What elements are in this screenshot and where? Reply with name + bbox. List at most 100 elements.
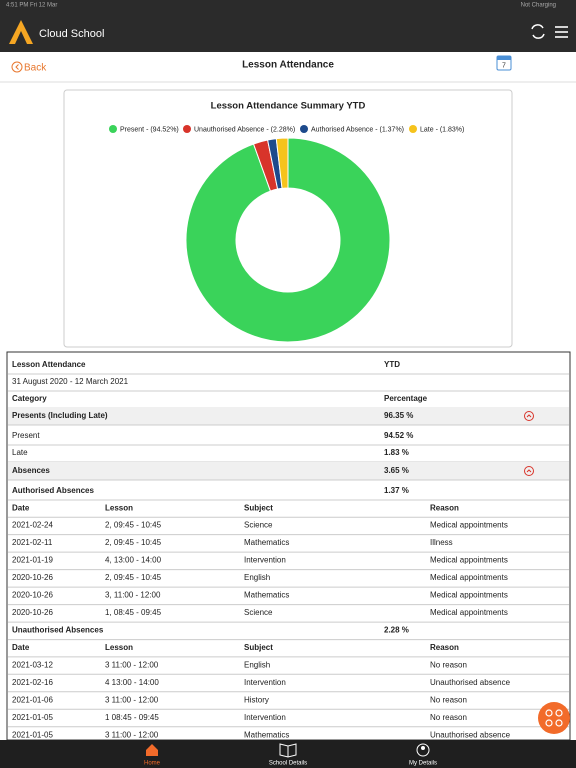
table-cell: Medical appointments — [430, 521, 508, 530]
table-cell: Lesson — [105, 503, 133, 512]
table-cell: Unauthorised absence — [430, 730, 511, 739]
table-cell: Late — [12, 448, 28, 457]
table-cell: Presents (Including Late) — [12, 411, 108, 420]
table-cell: 2, 09:45 - 10:45 — [105, 573, 162, 582]
table-cell: 2020-10-26 — [12, 608, 53, 617]
table-cell: 2020-10-26 — [12, 573, 53, 582]
table-cell: 2021-01-19 — [12, 556, 53, 565]
table-cell: No reason — [430, 713, 467, 722]
table-cell: Lesson — [105, 643, 133, 652]
table-cell: 2021-02-24 — [12, 521, 53, 530]
table-cell: Percentage — [384, 394, 428, 403]
legend-label: Late - (1.83%) — [420, 126, 464, 133]
collapse-chevron — [526, 469, 532, 473]
tab-label[interactable]: My Details — [409, 761, 437, 767]
legend-label: Unauthorised Absence - (2.28%) — [194, 126, 295, 133]
chart-title: Lesson Attendance Summary YTD — [211, 101, 366, 112]
table-cell: 3.65 % — [384, 466, 409, 475]
table-cell: 3 11:00 - 12:00 — [105, 730, 159, 739]
table-cell: Medical appointments — [430, 608, 508, 617]
table-cell: Category — [12, 394, 47, 403]
table-body: Lesson Attendance YTD 31 August 2020 - 12 … — [8, 360, 569, 739]
table-cell: 2021-01-05 — [12, 713, 53, 722]
table-cell: 4 13:00 - 14:00 — [105, 678, 159, 687]
back-button[interactable]: Back — [11, 61, 47, 74]
table-cell: 1 08:45 - 09:45 — [105, 713, 159, 722]
table-cell: 2021-02-16 — [12, 678, 53, 687]
menu-button[interactable] — [555, 26, 568, 38]
table-cell: 31 August 2020 - 12 March 2021 — [12, 377, 129, 386]
table-cell: Science — [244, 521, 273, 530]
app-title: Cloud School — [39, 28, 104, 40]
legend-swatch — [183, 125, 191, 133]
table-cell: 3 11:00 - 12:00 — [105, 695, 159, 704]
table-cell: Unauthorised Absences — [12, 626, 104, 635]
table-cell: Mathematics — [244, 538, 289, 547]
table-cell: 2, 09:45 - 10:45 — [105, 538, 162, 547]
table-cell: Present — [12, 431, 40, 440]
table-cell: 2020-10-26 — [12, 591, 53, 600]
page-title: Lesson Attendance — [242, 60, 334, 71]
help-button[interactable] — [538, 702, 570, 734]
table-cell: Illness — [430, 538, 453, 547]
table-cell: 96.35 % — [384, 411, 413, 420]
table-cell: Intervention — [244, 713, 286, 722]
collapse-button[interactable] — [524, 411, 534, 421]
table-cell: 1.37 % — [384, 486, 409, 495]
school-icon[interactable] — [279, 743, 297, 758]
profile-icon[interactable] — [416, 743, 430, 757]
table-cell: No reason — [430, 695, 467, 704]
tab-label[interactable]: Home — [144, 761, 161, 767]
table-cell: 1, 08:45 - 09:45 — [105, 608, 162, 617]
table-cell: Lesson Attendance — [12, 360, 86, 369]
legend-swatch — [109, 125, 117, 133]
table-cell: 3 11:00 - 12:00 — [105, 660, 159, 669]
table-cell: Science — [244, 608, 273, 617]
table-cell: English — [244, 660, 270, 669]
table-cell: 2.28 % — [384, 626, 409, 635]
tab-label[interactable]: School Details — [269, 761, 307, 767]
table-cell: Medical appointments — [430, 591, 508, 600]
legend-swatch — [300, 125, 308, 133]
table-cell: No reason — [430, 660, 467, 669]
status-time: 4:51 PM Fri 12 Mar — [6, 3, 57, 9]
table-cell: Medical appointments — [430, 556, 508, 565]
table-cell: 94.52 % — [384, 431, 413, 440]
table-cell: Absences — [12, 466, 50, 475]
table-cell: Intervention — [244, 678, 286, 687]
legend-label: Authorised Absence - (1.37%) — [311, 126, 404, 133]
help-icon — [545, 709, 563, 727]
chart-card — [63, 89, 513, 348]
table-cell: Date — [12, 503, 30, 512]
donut-slice — [185, 137, 391, 343]
table-cell: Mathematics — [244, 730, 289, 739]
table-cell: YTD — [384, 360, 400, 369]
table-cell: 3, 11:00 - 12:00 — [105, 591, 161, 600]
status-battery: Not Charging — [521, 3, 556, 9]
collapse-chevron — [526, 414, 532, 418]
back-label[interactable]: Back — [24, 63, 47, 74]
legend-swatch — [409, 125, 417, 133]
table-cell: Subject — [244, 643, 273, 652]
table-cell: Mathematics — [244, 591, 289, 600]
table-cell: Reason — [430, 643, 459, 652]
table-cell: 2021-01-06 — [12, 695, 53, 704]
table-cell: Subject — [244, 503, 273, 512]
refresh-button[interactable] — [531, 24, 545, 39]
table-cell: 4, 13:00 - 14:00 — [105, 556, 162, 565]
table-cell: Medical appointments — [430, 573, 508, 582]
table-cell: English — [244, 573, 270, 582]
calendar-button[interactable]: 7 — [496, 55, 512, 71]
table-cell: 1.83 % — [384, 448, 409, 457]
table-cell: 2021-03-12 — [12, 660, 53, 669]
table-cell: 2021-02-11 — [12, 538, 53, 547]
collapse-button[interactable] — [524, 466, 534, 476]
table-cell: Authorised Absences — [12, 486, 94, 495]
legend-label: Present - (94.52%) — [120, 126, 179, 133]
donut-slice — [275, 137, 289, 189]
table-cell: Unauthorised absence — [430, 678, 511, 687]
table-cell: Reason — [430, 503, 459, 512]
home-icon[interactable] — [146, 744, 158, 756]
